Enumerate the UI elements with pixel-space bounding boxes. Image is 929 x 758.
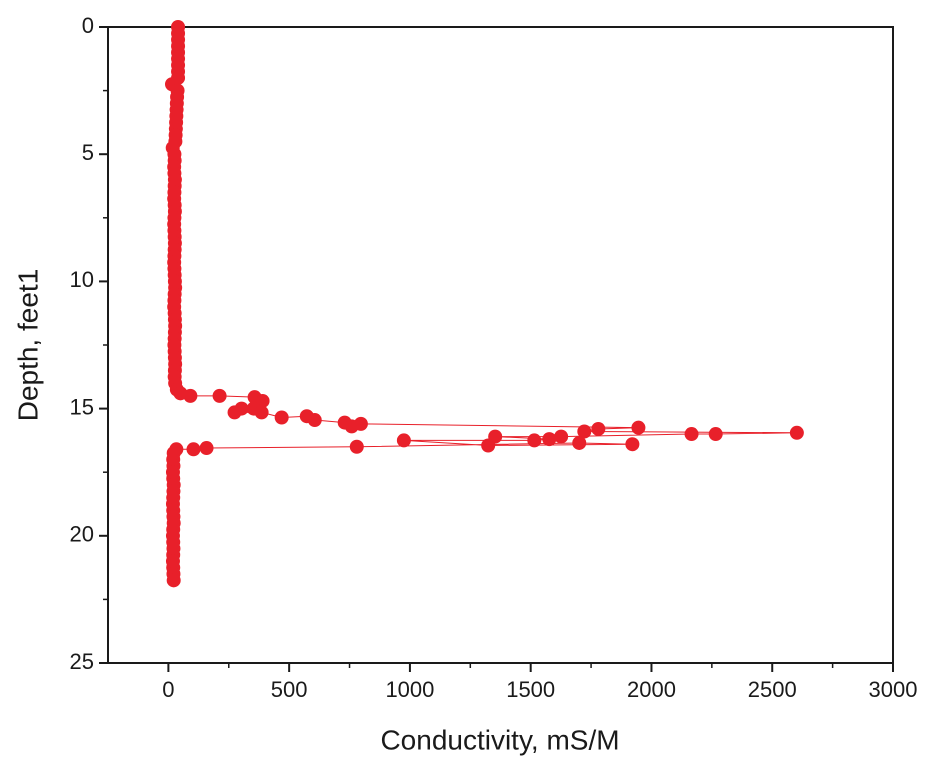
y-tick-label: 25: [70, 649, 94, 674]
y-tick-label: 15: [70, 394, 94, 419]
data-point: [353, 416, 368, 431]
data-point: [708, 427, 723, 442]
x-tick-label: 2500: [748, 677, 797, 702]
y-tick-label: 10: [70, 267, 94, 292]
data-point: [542, 432, 557, 447]
data-point: [212, 388, 227, 403]
x-tick-label: 0: [162, 677, 174, 702]
series-line: [171, 27, 797, 581]
x-tick-label: 3000: [869, 677, 918, 702]
y-tick-label: 5: [82, 140, 94, 165]
data-point: [199, 441, 214, 456]
data-point: [527, 433, 542, 448]
data-point: [307, 413, 322, 428]
data-point: [684, 427, 699, 442]
x-tick-label: 1500: [506, 677, 555, 702]
data-point: [183, 388, 198, 403]
y-axis-title: Depth, feet1: [12, 269, 43, 422]
plot-frame: [107, 26, 894, 664]
data-point: [554, 429, 569, 444]
x-tick-label: 500: [271, 677, 308, 702]
data-point: [254, 405, 269, 420]
y-tick-label: 0: [82, 13, 94, 38]
data-point: [274, 410, 289, 425]
data-point: [631, 420, 646, 435]
data-point: [227, 405, 242, 420]
x-axis-title: Conductivity, mS/M: [380, 724, 619, 755]
data-point: [789, 425, 804, 440]
data-point: [577, 424, 592, 439]
data-point: [166, 573, 181, 588]
data-point: [591, 421, 606, 436]
y-tick-label: 20: [70, 522, 94, 547]
data-point: [625, 437, 640, 452]
x-tick-label: 2000: [627, 677, 676, 702]
x-tick-label: 1000: [385, 677, 434, 702]
data-point: [349, 439, 364, 454]
data-point: [572, 435, 587, 450]
data-point: [186, 442, 201, 457]
data-point: [481, 438, 496, 453]
data-point: [396, 433, 411, 448]
